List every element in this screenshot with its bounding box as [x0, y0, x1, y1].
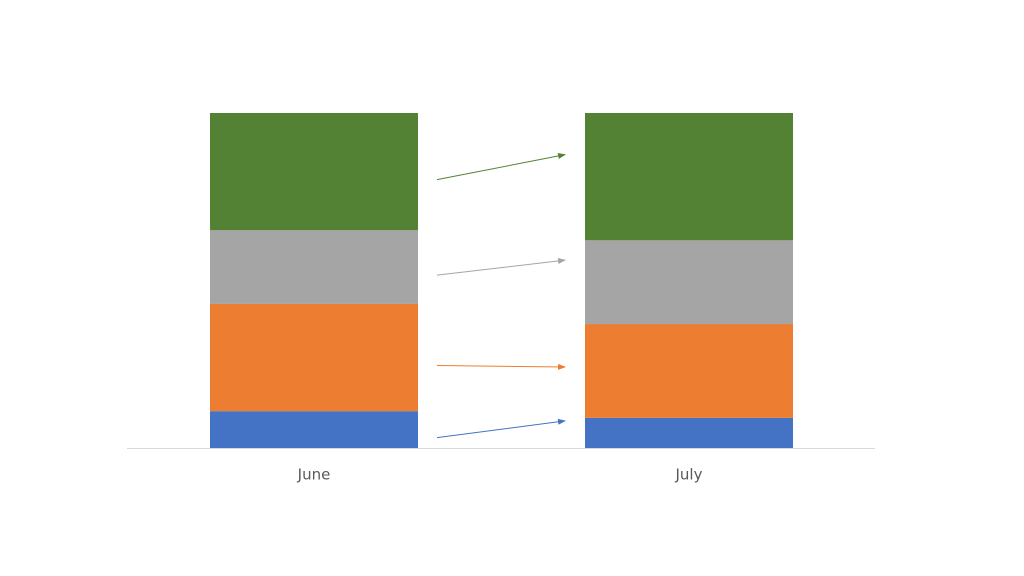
bar-segment: [585, 417, 793, 448]
trend-arrow: [436, 418, 566, 439]
bar-segment: [585, 240, 793, 325]
bar-segment: [210, 303, 418, 412]
bar-segment: [210, 230, 418, 304]
x-tick-label: July: [675, 466, 703, 484]
trend-arrow: [436, 363, 566, 370]
x-tick-label: June: [297, 466, 331, 484]
bar-segment: [210, 113, 418, 231]
trend-arrow: [436, 258, 566, 276]
bar-segment: [210, 411, 418, 448]
trend-arrow: [436, 153, 566, 181]
bar-segment: [585, 113, 793, 241]
bar-segment: [585, 324, 793, 418]
